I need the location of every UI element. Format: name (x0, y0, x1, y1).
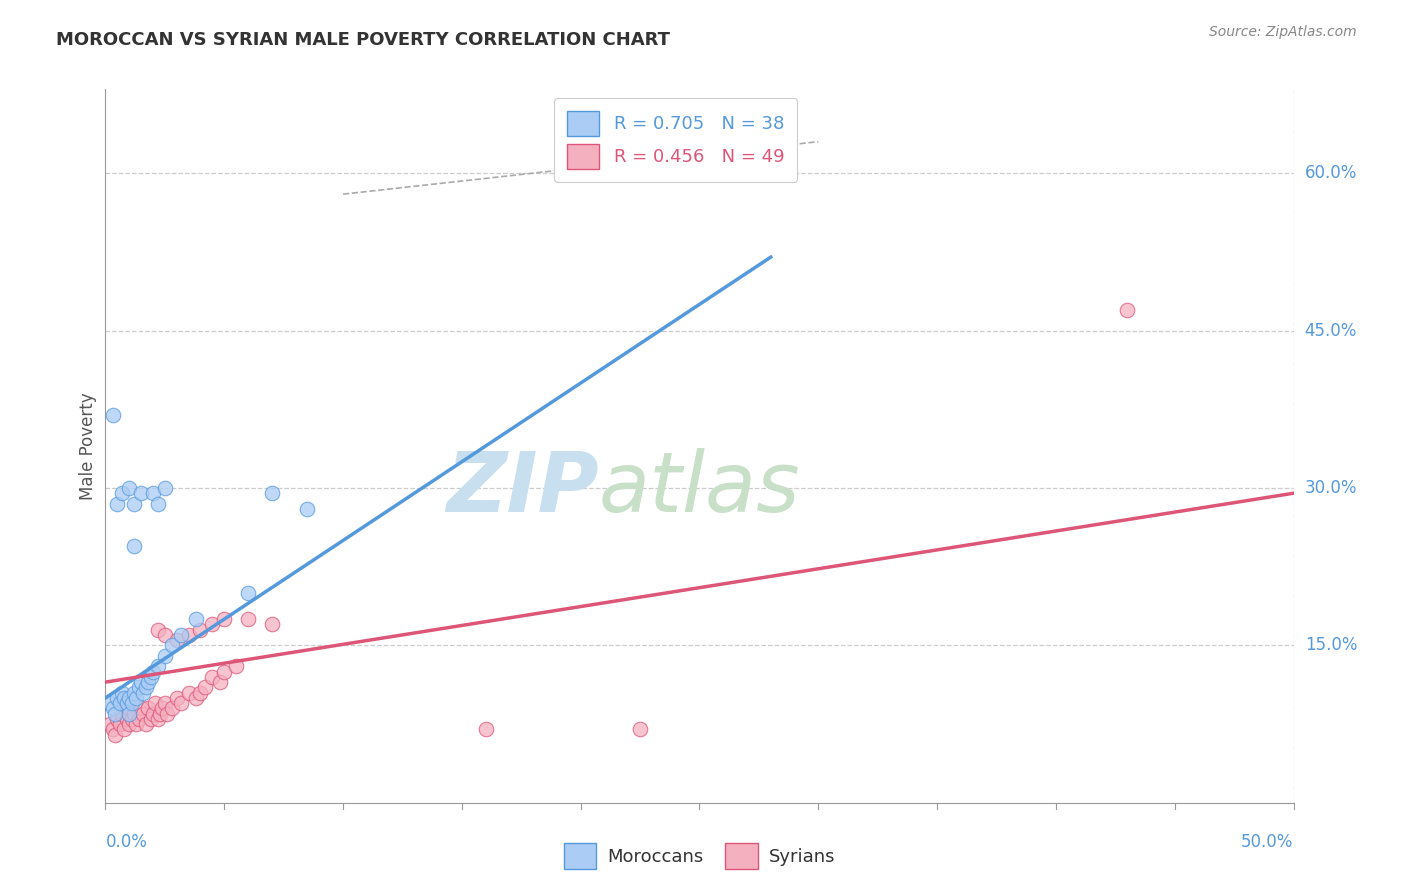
Point (118, 690, 141, 705)
Point (98, 717, 121, 731)
Point (177, 685, 200, 699)
Point (122, 706, 145, 721)
Point (152, 701, 174, 715)
Point (166, 690, 188, 705)
Point (208, 675, 231, 690)
Point (177, 628, 200, 642)
Point (118, 717, 141, 731)
Point (125, 690, 148, 705)
Point (132, 685, 155, 699)
Point (139, 670, 162, 684)
Point (236, 586, 259, 600)
Point (153, 628, 176, 642)
Point (122, 685, 145, 699)
Point (129, 701, 152, 715)
Point (149, 706, 172, 721)
Point (115, 712, 138, 726)
Point (101, 701, 124, 715)
Point (105, 497, 128, 511)
Point (108, 696, 131, 710)
Point (236, 612, 259, 626)
Text: atlas: atlas (599, 449, 800, 529)
Point (628, 723, 651, 737)
Point (297, 502, 319, 516)
Point (129, 675, 152, 690)
Point (111, 685, 134, 699)
Point (142, 665, 165, 679)
Point (160, 639, 183, 653)
Point (143, 696, 166, 710)
Text: 30.0%: 30.0% (1305, 479, 1357, 497)
Point (142, 486, 165, 500)
Point (146, 497, 169, 511)
Point (114, 690, 136, 705)
Point (114, 723, 136, 737)
Y-axis label: Male Poverty: Male Poverty (79, 392, 97, 500)
Point (136, 675, 159, 690)
Point (104, 728, 127, 742)
Point (118, 701, 141, 715)
Point (111, 486, 134, 500)
Point (136, 701, 159, 715)
Point (260, 617, 283, 632)
Point (101, 723, 124, 737)
Point (214, 612, 236, 626)
Text: MOROCCAN VS SYRIAN MALE POVERTY CORRELATION CHART: MOROCCAN VS SYRIAN MALE POVERTY CORRELAT… (56, 31, 671, 49)
Point (190, 685, 212, 699)
Point (139, 712, 162, 726)
Point (166, 633, 188, 648)
Point (153, 481, 176, 495)
Text: 0.0%: 0.0% (105, 833, 148, 851)
Point (184, 612, 207, 626)
Point (146, 623, 169, 637)
Point (128, 712, 150, 726)
Point (104, 706, 127, 721)
Point (105, 712, 128, 726)
Point (108, 717, 131, 731)
Point (125, 717, 148, 731)
Text: 15.0%: 15.0% (1305, 636, 1357, 655)
Point (121, 696, 143, 710)
Text: Source: ZipAtlas.com: Source: ZipAtlas.com (1209, 25, 1357, 39)
Point (214, 665, 236, 679)
Point (156, 706, 179, 721)
Text: ZIP: ZIP (446, 449, 599, 529)
Point (146, 712, 169, 726)
Text: 50.0%: 50.0% (1241, 833, 1294, 851)
Text: 60.0%: 60.0% (1305, 164, 1357, 182)
Point (260, 486, 283, 500)
Point (1116, 302, 1139, 317)
Point (122, 497, 145, 511)
Point (118, 481, 141, 495)
Point (153, 648, 176, 663)
Point (225, 659, 247, 673)
Point (160, 701, 183, 715)
Point (201, 670, 224, 684)
Point (170, 696, 193, 710)
Point (184, 690, 207, 705)
Point (146, 659, 169, 673)
Point (101, 408, 124, 422)
Point (153, 696, 176, 710)
Point (135, 717, 157, 731)
Point (121, 712, 143, 726)
Point (132, 706, 155, 721)
Point (115, 696, 138, 710)
Point (122, 539, 145, 553)
Point (129, 486, 152, 500)
Text: 45.0%: 45.0% (1305, 321, 1357, 340)
Point (111, 706, 134, 721)
Point (105, 690, 128, 705)
Point (128, 681, 150, 695)
Point (118, 706, 141, 721)
Legend: Moroccans, Syrians: Moroccans, Syrians (557, 836, 842, 876)
Point (135, 681, 157, 695)
Point (190, 623, 212, 637)
Point (170, 628, 193, 642)
Point (142, 706, 165, 721)
Point (201, 617, 224, 632)
Point (474, 723, 496, 737)
Point (194, 681, 217, 695)
Point (98, 696, 121, 710)
